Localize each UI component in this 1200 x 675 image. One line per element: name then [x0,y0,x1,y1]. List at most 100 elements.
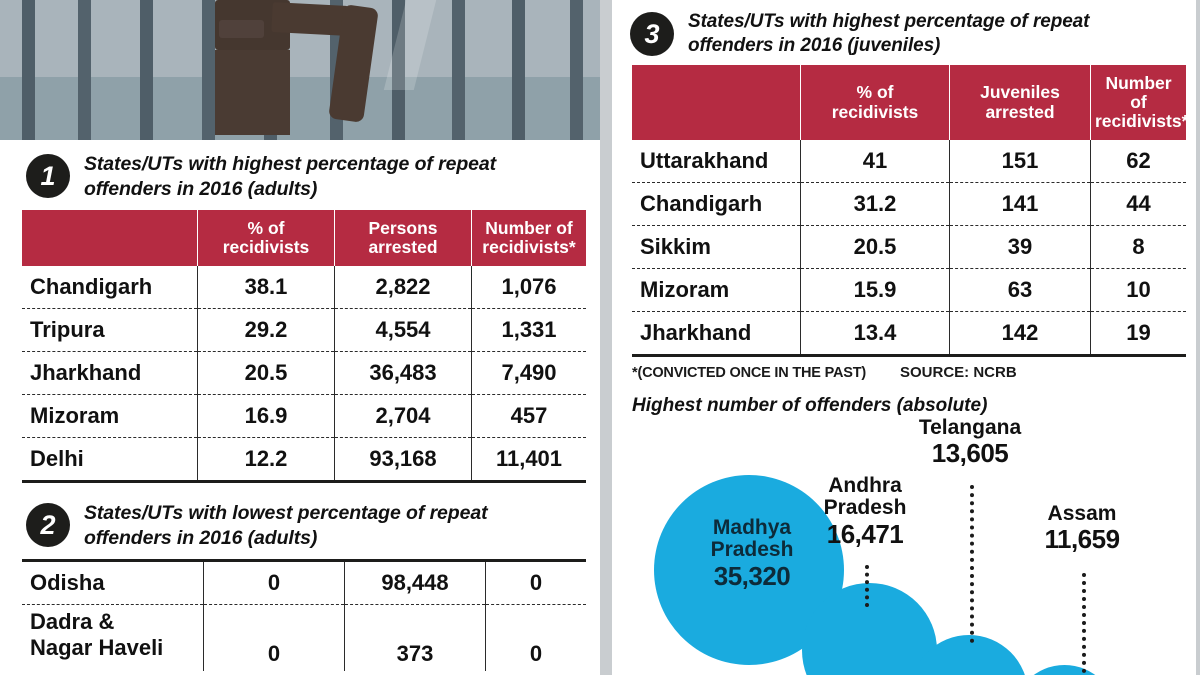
cell-arrested: 2,822 [334,266,472,310]
bubble-label-madhya-pradesh: Madhya Pradesh 35,320 [672,516,832,591]
cell-pct: 41 [800,140,950,184]
table-1-col-state [22,209,198,267]
cell-state: Chandigarh [632,182,801,227]
padlock-shackle-icon [271,2,349,36]
cell-pct: 16.9 [197,394,335,439]
table-2: Odisha 0 98,448 0 Dadra & Nagar Haveli 0… [22,559,586,672]
cell-recidivists: 1,331 [471,308,586,353]
table-3-col-state [632,64,801,141]
cell-state: Mizoram [632,268,801,313]
cell-state-line1: Dadra & [30,609,115,635]
cell-state: Tripura [22,308,198,353]
bubble-chart: Madhya Pradesh 35,320 Andhra Pradesh 16,… [612,416,1200,675]
table-3-head: % of recidivists Juveniles arrested Numb… [632,64,1188,141]
table-3-wrapper: % of recidivists Juveniles arrested Numb… [612,64,1200,358]
cell-recidivists: 44 [1090,182,1186,227]
cell-pct: 0 [203,560,345,606]
cell-state: Uttarakhand [632,140,801,184]
bubble-label-assam: Assam 11,659 [1012,502,1152,555]
cell-state: Jharkhand [632,311,801,358]
table-row: Odisha 0 98,448 0 [22,560,586,606]
table-3-body: Uttarakhand 41 151 62 Chandigarh 31.2 14… [632,140,1186,358]
table-row: Uttarakhand 41 151 62 [632,140,1186,184]
cell-arrested: 98,448 [344,560,486,606]
cell-state: Dadra & Nagar Haveli [22,605,204,672]
cell-pct: 15.9 [800,268,950,313]
cell-arrested: 93,168 [334,437,472,484]
table-row: Chandigarh 38.1 2,822 1,076 [22,266,586,310]
table-1-col-recidivists-line1: Number of [485,217,573,238]
table-row: Mizoram 15.9 63 10 [632,268,1186,313]
bubble-label-line1: Andhra [828,474,902,497]
table-1-col-arrested: Persons arrested [334,209,472,267]
cell-recidivists: 62 [1090,140,1186,184]
cell-state: Odisha [22,560,204,606]
cell-pct: 0 [203,604,345,672]
table-3-header-row: % of recidivists Juveniles arrested Numb… [632,64,1188,141]
table-1: % of recidivists Persons arrested Number… [22,209,586,484]
section-3-header: 3 States/UTs with highest percentage of … [612,0,1200,65]
cell-pct: 38.1 [197,266,335,310]
table-1-col-pct-line1: % of [247,217,285,238]
cell-arrested: 36,483 [334,351,472,396]
table-3-col-pct-line1: % of [856,82,894,103]
table-1-body: Chandigarh 38.1 2,822 1,076 Tripura 29.2… [22,266,586,484]
table-row: Jharkhand 13.4 142 19 [632,311,1186,358]
table-1-col-arrested-line1: Persons [368,217,438,238]
section-2-badge: 2 [26,503,70,548]
prison-bars-photo [0,0,600,140]
table-1-col-recidivists-line2: recidivists* [482,237,576,258]
leader-line-andhra [865,565,869,607]
table-1-header-row: % of recidivists Persons arrested Number… [22,209,586,267]
cell-recidivists: 7,490 [471,351,586,396]
cell-pct: 12.2 [197,437,335,484]
bubble-label-andhra-pradesh: Andhra Pradesh 16,471 [790,474,940,548]
cell-pct: 20.5 [197,351,335,396]
table-1-col-pct: % of recidivists [197,209,335,267]
bubble-value: 11,659 [1044,524,1120,555]
bubble-assam [1012,665,1117,675]
cell-arrested: 4,554 [334,308,472,353]
table-3: % of recidivists Juveniles arrested Numb… [632,64,1188,358]
table-3-col-recidivists-line1: Number of [1105,72,1172,112]
leader-line-telangana [970,485,974,643]
table-1-col-pct-line2: recidivists [222,237,310,258]
left-panel-content: 1 States/UTs with highest percentage of … [0,140,600,672]
footnote-row: *(CONVICTED ONCE IN THE PAST) SOURCE: NC… [612,357,1200,381]
leader-line-assam [1082,573,1086,673]
table-row: Tripura 29.2 4,554 1,331 [22,308,586,353]
section-1-title: States/UTs with highest percentage of re… [84,153,497,200]
cell-arrested: 63 [949,268,1091,313]
table-1-head: % of recidivists Persons arrested Number… [22,209,586,267]
cell-arrested: 373 [344,604,486,672]
table-3-col-arrested-line2: arrested [985,101,1055,122]
cell-state: Chandigarh [22,266,198,310]
bubble-label-line1: Madhya [712,516,792,539]
cell-recidivists: 8 [1090,225,1186,270]
bubble-chart-title: Highest number of offenders (absolute) [632,395,988,417]
cell-pct: 13.4 [800,311,950,358]
cell-recidivists: 0 [485,560,586,606]
table-row: Delhi 12.2 93,168 11,401 [22,437,586,484]
table-2-body: Odisha 0 98,448 0 Dadra & Nagar Haveli 0… [22,560,586,672]
left-panel: 1 States/UTs with highest percentage of … [0,0,600,675]
cell-state-line2: Nagar Haveli [30,635,164,661]
right-edge-divider [1196,0,1200,675]
table-row: Dadra & Nagar Haveli 0 373 0 [22,604,586,672]
cell-recidivists: 19 [1090,311,1186,358]
table-1-col-arrested-line2: arrested [368,237,438,258]
cell-state: Mizoram [22,394,198,439]
table-row: Mizoram 16.9 2,704 457 [22,394,586,439]
table-3-col-arrested-line1: Juveniles [980,82,1060,103]
bubble-value: 35,320 [713,560,791,591]
footnote-text: *(CONVICTED ONCE IN THE PAST) [632,365,866,382]
section-3-badge: 3 [630,12,674,56]
cell-pct: 29.2 [197,308,335,353]
table-row: Jharkhand 20.5 36,483 7,490 [22,351,586,396]
section-1-header: 1 States/UTs with highest percentage of … [0,140,600,210]
section-1-badge: 1 [26,154,70,198]
table-3-col-pct-line2: recidivists [831,101,919,122]
source-text: SOURCE: NCRB [900,364,1017,382]
bubble-label-line2: Pradesh [710,538,794,562]
